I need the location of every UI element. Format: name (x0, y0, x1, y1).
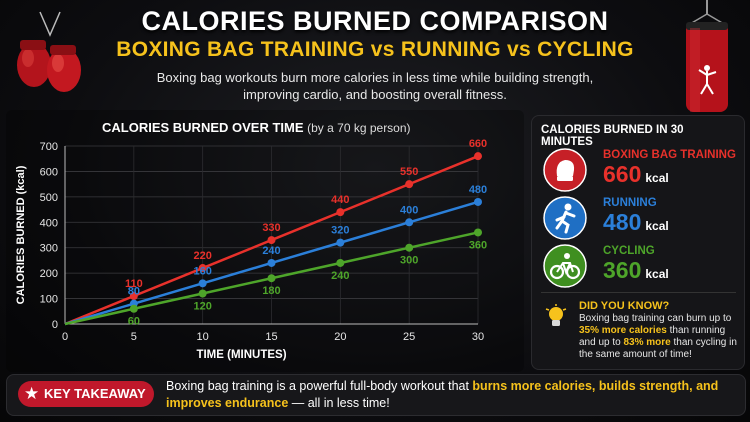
sidebar-item-label: CYCLING (603, 245, 655, 257)
x-tick-label: 25 (403, 331, 415, 343)
data-label: 480 (469, 184, 487, 196)
x-tick-label: 10 (197, 331, 209, 343)
data-point (405, 218, 414, 227)
lightbulb-icon (545, 304, 567, 326)
data-point (405, 243, 414, 252)
data-label: 330 (262, 222, 280, 234)
boxing-gloves-icon (17, 11, 81, 92)
chart-title: CALORIES BURNED OVER TIME (by a 70 kg pe… (102, 120, 411, 135)
sidebar-item-cycling: CYCLING 360 kcal (541, 244, 736, 290)
data-point (198, 289, 207, 298)
data-label: 110 (125, 278, 143, 290)
did-you-know-text: Boxing bag training can burn up to 35% m… (579, 313, 737, 360)
sidebar-item-label: BOXING BAG TRAINING (603, 149, 736, 161)
chart-title-sub: (by a 70 kg person) (307, 121, 411, 135)
x-axis-label: TIME (MINUTES) (196, 349, 286, 361)
data-label: 60 (128, 316, 140, 328)
data-label: 240 (262, 245, 280, 257)
y-axis-label: CALORIES BURNED (kcal) (15, 165, 27, 304)
data-point (336, 238, 345, 247)
data-label: 440 (331, 194, 349, 206)
data-point (336, 258, 345, 267)
punching-bag-icon (686, 0, 728, 112)
sidebar-item-boxing: BOXING BAG TRAINING 660 kcal (541, 148, 736, 194)
page-subtitle: BOXING BAG TRAINING vs RUNNING vs CYCLIN… (116, 38, 634, 61)
y-tick-label: 300 (40, 243, 58, 255)
data-label: 550 (400, 166, 418, 178)
y-tick-label: 200 (40, 268, 58, 280)
data-label: 240 (331, 270, 349, 282)
x-tick-label: 15 (265, 331, 277, 343)
runner-icon (543, 196, 587, 240)
data-point (198, 279, 207, 288)
data-point (267, 274, 276, 283)
data-point (129, 292, 138, 301)
key-takeaway-text: Boxing bag training is a powerful full-b… (166, 379, 719, 410)
sidebar-title: CALORIES BURNED IN 30 MINUTES (541, 124, 684, 148)
chart-title-main: CALORIES BURNED OVER TIME (102, 120, 304, 135)
did-you-know-title: DID YOU KNOW? (579, 300, 670, 312)
x-tick-label: 30 (472, 331, 484, 343)
data-label: 120 (193, 300, 211, 312)
boxing-glove-icon (543, 148, 587, 192)
data-point (474, 228, 482, 237)
sidebar-item-value: 660 kcal (603, 161, 669, 187)
data-label: 160 (193, 265, 211, 277)
sidebar-item-running: RUNNING 480 kcal (541, 196, 736, 242)
data-label: 300 (400, 255, 418, 267)
data-label: 400 (400, 204, 418, 216)
star-icon: ★ (24, 384, 40, 403)
y-tick-label: 500 (40, 192, 58, 204)
data-point (267, 258, 276, 267)
data-label: 180 (262, 285, 280, 297)
sidebar-divider (541, 292, 736, 293)
data-point (267, 236, 276, 245)
data-label: 320 (331, 225, 349, 237)
data-label: 220 (193, 250, 211, 262)
line-chart: 0 100 200 300 400 500 600 700 0 5 10 15 20 25 30 TIME (… (15, 138, 487, 361)
x-tick-label: 20 (334, 331, 346, 343)
page-title: CALORIES BURNED COMPARISON (141, 6, 609, 36)
x-tick-label: 5 (131, 331, 137, 343)
y-tick-label: 100 (40, 294, 58, 306)
data-point (405, 180, 414, 189)
y-tick-label: 0 (52, 319, 58, 331)
y-tick-label: 700 (40, 141, 58, 153)
data-point (474, 152, 482, 161)
data-label: 80 (128, 286, 140, 298)
key-takeaway-label: KEY TAKEAWAY (44, 386, 146, 401)
data-point (474, 197, 482, 206)
y-tick-label: 600 (40, 166, 58, 178)
data-label: 360 (469, 239, 487, 251)
data-point (336, 208, 345, 217)
page-description: Boxing bag workouts burn more calories i… (156, 70, 594, 102)
data-point (198, 264, 207, 273)
y-tick-label: 400 (40, 217, 58, 229)
key-takeaway-badge (18, 381, 154, 407)
sidebar-item-value: 360 kcal (603, 257, 669, 283)
bicycle-icon (543, 244, 587, 288)
sidebar-item-value: 480 kcal (603, 209, 669, 235)
data-point (129, 304, 138, 313)
x-tick-label: 0 (62, 331, 68, 343)
data-label: 660 (469, 138, 487, 150)
sidebar-item-label: RUNNING (603, 197, 657, 209)
